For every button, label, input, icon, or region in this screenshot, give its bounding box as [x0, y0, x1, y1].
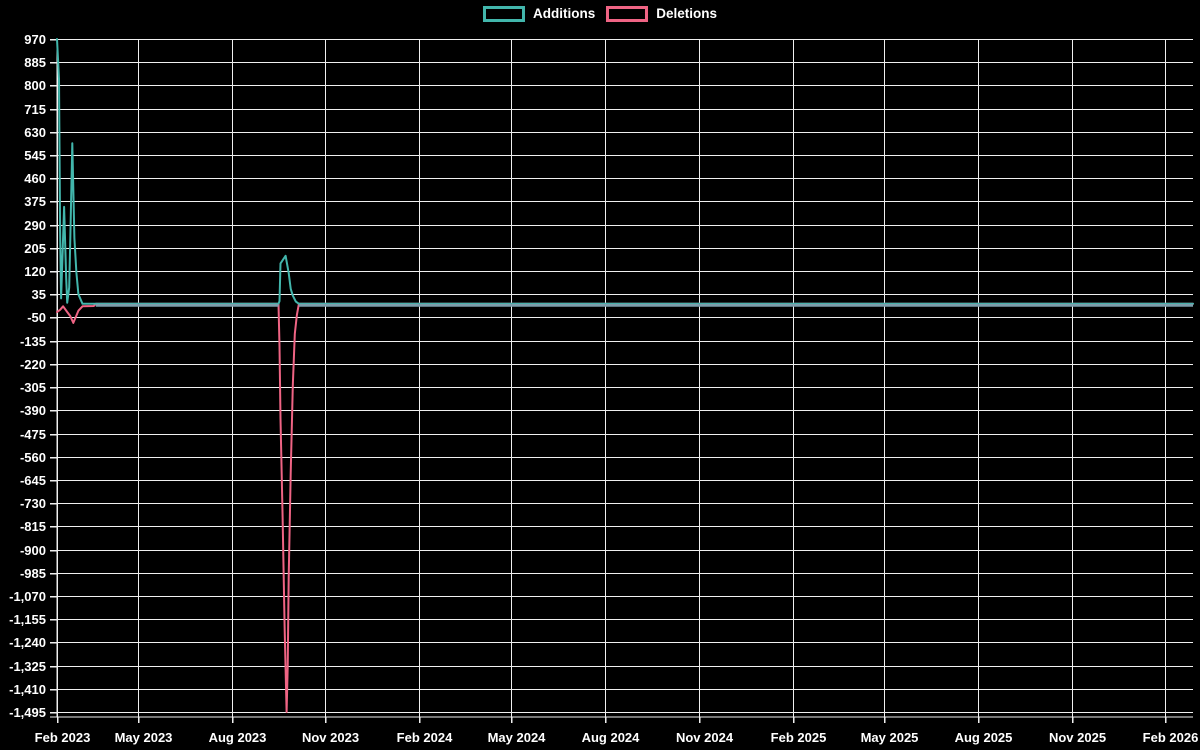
y-tick-label: 885	[24, 55, 46, 70]
x-tick-label: Aug 2025	[955, 730, 1013, 745]
legend-item-additions[interactable]: Additions	[482, 6, 596, 22]
y-tick-label: 970	[24, 32, 46, 47]
legend-item-deletions[interactable]: Deletions	[606, 6, 717, 22]
x-tick-label: Feb 2023	[35, 730, 91, 745]
y-tick-label: 290	[24, 218, 46, 233]
y-tick-label: 800	[24, 78, 46, 93]
x-tick-label: Feb 2026	[1143, 730, 1199, 745]
legend-label-deletions: Deletions	[656, 6, 718, 21]
y-tick-label: -900	[20, 543, 46, 558]
chart-legend: Additions Deletions	[482, 6, 717, 22]
x-tick-label: Nov 2023	[302, 730, 359, 745]
series-line-additions	[56, 38, 1194, 305]
x-tick-label: Aug 2023	[209, 730, 267, 745]
y-tick-label: -815	[20, 519, 46, 534]
x-tick-label: Aug 2024	[582, 730, 641, 745]
y-tick-label: -305	[20, 380, 46, 395]
legend-label-additions: Additions	[532, 6, 596, 21]
y-tick-label: -645	[20, 473, 46, 488]
y-tick-label: -135	[20, 334, 46, 349]
y-tick-label: 35	[32, 287, 46, 302]
x-tick-label: Nov 2024	[676, 730, 734, 745]
y-tick-label: -1,495	[9, 705, 46, 720]
deletions-swatch-icon	[606, 6, 649, 22]
y-tick-label: -985	[20, 566, 46, 581]
y-tick-label: -220	[20, 357, 46, 372]
y-tick-label: 630	[24, 125, 46, 140]
y-tick-label: 715	[24, 102, 46, 117]
y-tick-label: -730	[20, 496, 46, 511]
y-tick-label: 205	[24, 241, 46, 256]
y-tick-label: 120	[24, 264, 46, 279]
y-tick-label: -475	[20, 427, 46, 442]
y-tick-label: -1,070	[9, 589, 46, 604]
x-tick-label: Feb 2024	[397, 730, 453, 745]
y-tick-label: -1,240	[9, 635, 46, 650]
y-tick-label: -560	[20, 450, 46, 465]
y-tick-label: -1,325	[9, 659, 46, 674]
y-tick-label: 375	[24, 194, 46, 209]
x-tick-label: May 2024	[488, 730, 547, 745]
y-tick-label: -390	[20, 403, 46, 418]
x-tick-label: Feb 2025	[771, 730, 827, 745]
y-tick-label: -1,410	[9, 682, 46, 697]
y-tick-label: -1,155	[9, 612, 46, 627]
y-tick-label: -50	[27, 310, 46, 325]
x-tick-label: May 2023	[115, 730, 173, 745]
series-line-deletions	[56, 302, 1194, 713]
y-tick-label: 545	[24, 148, 46, 163]
x-tick-label: May 2025	[861, 730, 919, 745]
additions-swatch-icon	[482, 6, 525, 22]
x-tick-label: Nov 2025	[1049, 730, 1106, 745]
y-tick-label: 460	[24, 171, 46, 186]
